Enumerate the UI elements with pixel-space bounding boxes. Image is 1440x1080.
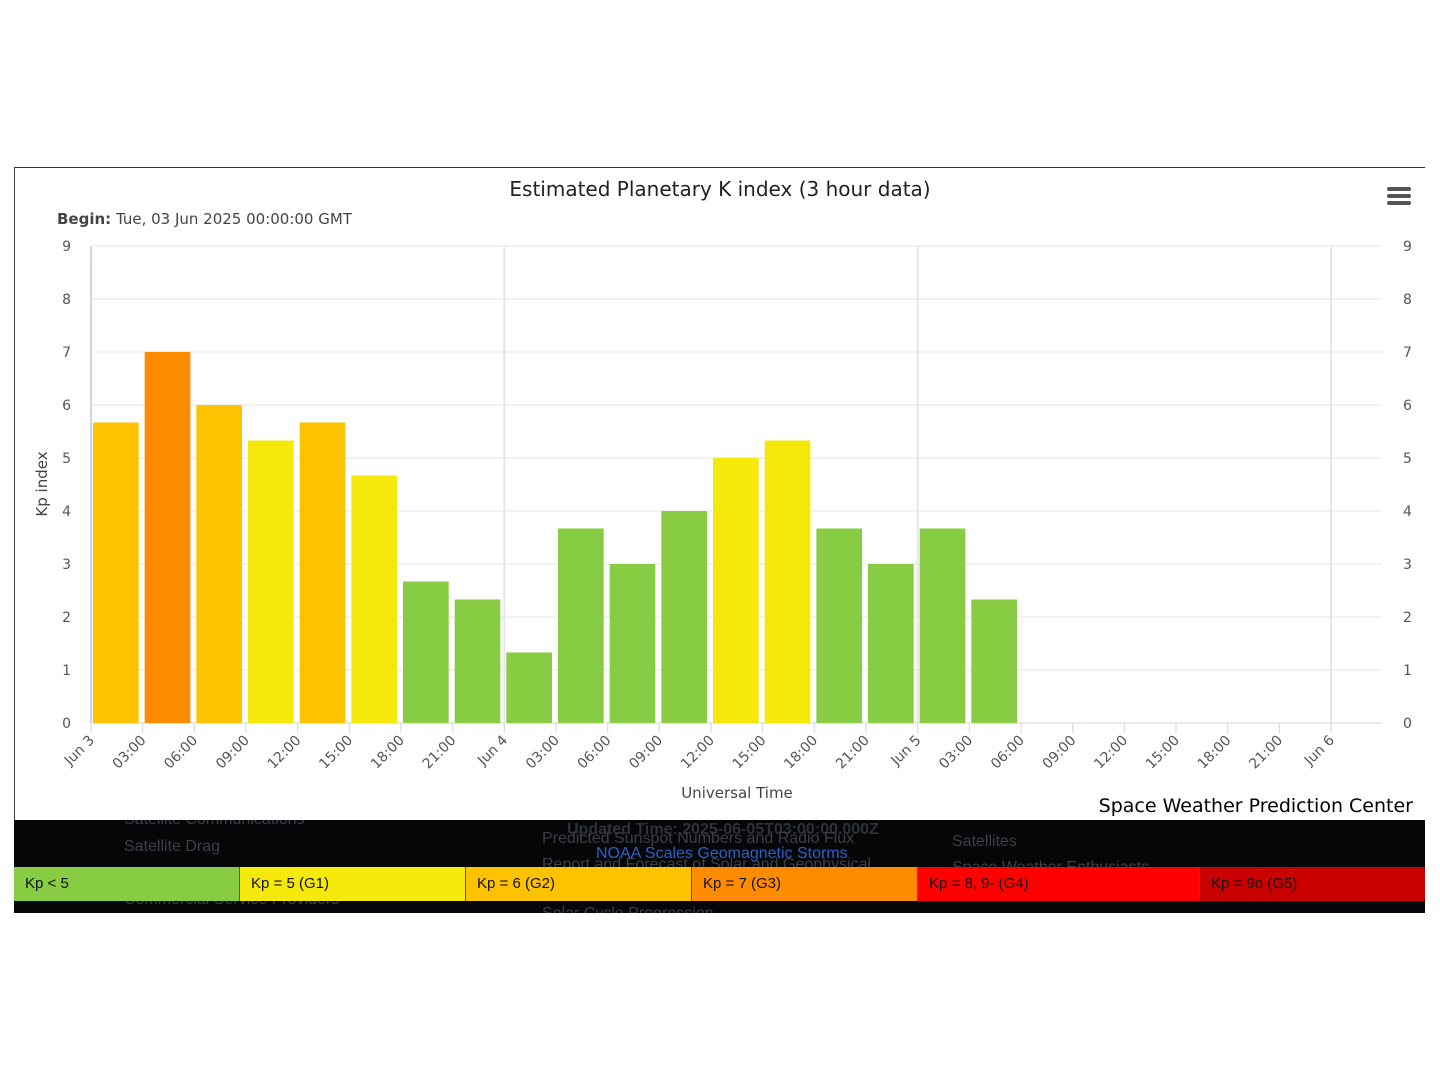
kp-legend: Kp < 5 Kp = 5 (G1) Kp = 6 (G2) Kp = 7 (G… bbox=[14, 867, 1425, 901]
x-tick-label: 06:00 bbox=[575, 733, 615, 773]
kp-bar bbox=[196, 405, 242, 723]
y-tick-label-right: 2 bbox=[1403, 610, 1412, 626]
kp-bar bbox=[248, 440, 294, 723]
x-tick-label: 18:00 bbox=[1195, 733, 1235, 773]
hamburger-menu-icon[interactable] bbox=[1387, 187, 1411, 207]
y-tick-label-left: 5 bbox=[62, 451, 71, 467]
y-tick-label-right: 3 bbox=[1403, 557, 1412, 573]
y-tick-label-right: 4 bbox=[1403, 504, 1412, 520]
y-axis-title: Kp index bbox=[33, 451, 51, 516]
y-tick-label-left: 9 bbox=[62, 239, 71, 255]
kp-bar bbox=[558, 528, 604, 723]
x-tick-label: 03:00 bbox=[110, 733, 150, 773]
chart-title: Estimated Planetary K index (3 hour data… bbox=[509, 177, 931, 201]
bg-updated-time: Updated Time: 2025-06-05T03:00:00.000Z bbox=[567, 821, 879, 838]
x-tick-label: Jun 4 bbox=[474, 732, 511, 769]
x-axis-title: Universal Time bbox=[681, 784, 793, 802]
kp-bar bbox=[816, 528, 862, 723]
y-tick-label-left: 7 bbox=[62, 345, 71, 361]
x-tick-label: 09:00 bbox=[626, 733, 666, 773]
x-tick-label: 21:00 bbox=[1246, 733, 1286, 773]
y-tick-label-right: 5 bbox=[1403, 451, 1412, 467]
legend-item-g5: Kp = 9o (G5) bbox=[1200, 867, 1425, 901]
bg-satellite-comms: Satellite Communications bbox=[124, 820, 305, 829]
y-tick-label-left: 3 bbox=[62, 557, 71, 573]
x-tick-label: 09:00 bbox=[213, 733, 253, 773]
begin-timestamp: Begin: Tue, 03 Jun 2025 00:00:00 GMT bbox=[57, 210, 352, 228]
kp-bar bbox=[351, 475, 397, 723]
x-tick-label: 06:00 bbox=[161, 733, 201, 773]
kp-bar bbox=[93, 422, 139, 723]
kp-bar bbox=[919, 528, 966, 723]
bg-satellites: Satellites bbox=[952, 833, 1017, 850]
y-tick-label-right: 9 bbox=[1403, 239, 1412, 255]
kp-bar bbox=[144, 352, 191, 723]
x-tick-label: 12:00 bbox=[1091, 733, 1131, 773]
y-tick-label-left: 8 bbox=[62, 292, 71, 308]
kp-bar bbox=[764, 440, 811, 723]
y-tick-label-right: 1 bbox=[1403, 663, 1412, 679]
kp-bar bbox=[713, 458, 759, 723]
x-tick-label: 15:00 bbox=[1143, 733, 1183, 773]
legend-item-kp-lt5: Kp < 5 bbox=[14, 867, 240, 901]
legend-item-g3: Kp = 7 (G3) bbox=[692, 867, 918, 901]
kp-bar bbox=[403, 581, 449, 723]
x-tick-label: 03:00 bbox=[523, 733, 563, 773]
y-tick-label-right: 0 bbox=[1403, 716, 1412, 732]
kp-bar bbox=[971, 599, 1017, 723]
kp-bar bbox=[868, 564, 914, 723]
legend-item-g4: Kp = 8, 9- (G4) bbox=[918, 867, 1200, 901]
legend-item-g2: Kp = 6 (G2) bbox=[466, 867, 692, 901]
x-tick-label: Jun 5 bbox=[888, 733, 925, 770]
y-tick-label-right: 7 bbox=[1403, 345, 1412, 361]
y-tick-label-left: 2 bbox=[62, 610, 71, 626]
x-tick-label: 21:00 bbox=[833, 733, 873, 773]
x-tick-label: 12:00 bbox=[265, 733, 305, 773]
y-tick-label-left: 0 bbox=[62, 716, 71, 732]
x-tick-label: 18:00 bbox=[368, 733, 408, 773]
bg-satellite-drag: Satellite Drag bbox=[124, 838, 221, 855]
kp-bar bbox=[299, 422, 346, 723]
legend-item-g1: Kp = 5 (G1) bbox=[240, 867, 466, 901]
noaa-scales-link[interactable]: NOAA Scales Geomagnetic Storms bbox=[596, 845, 848, 862]
credit-text: Space Weather Prediction Center bbox=[1098, 795, 1413, 817]
x-tick-label: 21:00 bbox=[420, 733, 460, 773]
y-tick-label-left: 4 bbox=[62, 504, 71, 520]
bg-predicted-sunspot: Predicted Sunspot Numbers and Radio Flux bbox=[542, 830, 855, 847]
x-tick-label: 03:00 bbox=[936, 733, 976, 773]
legend-strip: Satellite Communications Satellite Drag … bbox=[14, 820, 1425, 913]
y-tick-label-left: 6 bbox=[62, 398, 71, 414]
bg-solar-cycle: Solar Cycle Progression bbox=[542, 905, 714, 913]
kp-bar-chart: 0 0 1 1 2 2 3 3 4 4 5 5 6 6 7 7 8 8 9 9 Jun 3 03:00 06:00 09:00… bbox=[33, 239, 1412, 802]
x-tick-label: 15:00 bbox=[730, 733, 770, 773]
x-tick-label: 06:00 bbox=[988, 733, 1028, 773]
kp-bar bbox=[609, 564, 656, 723]
y-tick-label-right: 8 bbox=[1403, 292, 1412, 308]
x-tick-label: 18:00 bbox=[781, 733, 821, 773]
begin-value: Tue, 03 Jun 2025 00:00:00 GMT bbox=[115, 210, 352, 228]
kp-bar bbox=[454, 599, 501, 723]
kp-bar bbox=[661, 511, 707, 723]
x-tick-label: 12:00 bbox=[678, 733, 718, 773]
y-tick-label-left: 1 bbox=[62, 663, 71, 679]
x-tick-label: Jun 6 bbox=[1301, 732, 1338, 769]
begin-label: Begin: bbox=[57, 210, 112, 228]
kp-bar bbox=[506, 652, 552, 723]
x-tick-label: 09:00 bbox=[1040, 733, 1080, 773]
x-tick-label: Jun 3 bbox=[61, 733, 98, 770]
x-tick-label: 15:00 bbox=[316, 733, 356, 773]
y-tick-label-right: 6 bbox=[1403, 398, 1412, 414]
